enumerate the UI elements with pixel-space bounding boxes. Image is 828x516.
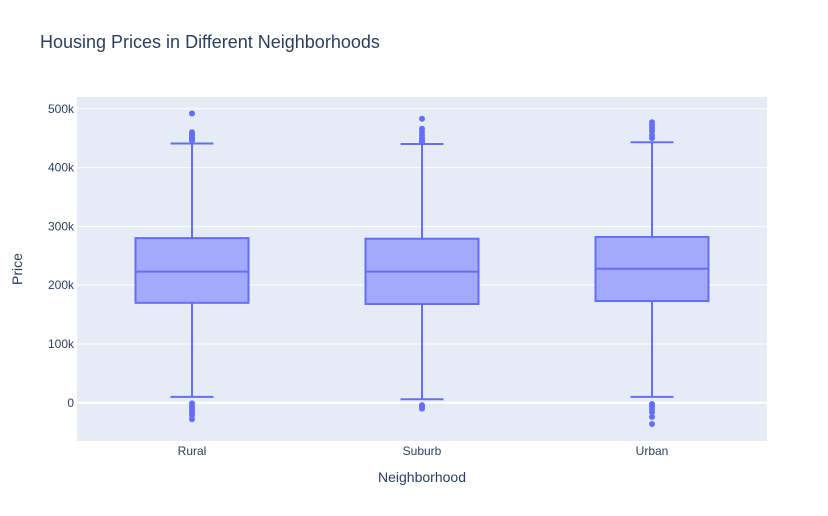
x-tick-label: Urban <box>636 444 669 458</box>
outlier-point <box>419 405 425 412</box>
outlier-point <box>649 128 655 135</box>
y-tick-labels: 0 100k 200k 300k 400k 500k <box>48 102 75 410</box>
outlier-point <box>189 412 195 419</box>
y-tick-label: 500k <box>48 102 75 116</box>
box-suburb <box>364 115 480 412</box>
outlier-point <box>189 416 195 423</box>
y-tick-label: 200k <box>48 278 75 292</box>
y-tick-label: 300k <box>48 219 75 233</box>
x-tick-labels: Rural Suburb Urban <box>178 444 669 458</box>
box-rural <box>134 110 250 423</box>
x-tick-label: Rural <box>178 444 207 458</box>
y-tick-label: 100k <box>48 337 75 351</box>
outlier-point <box>189 110 195 117</box>
y-tick-label: 0 <box>67 396 74 410</box>
chart-title: Housing Prices in Different Neighborhood… <box>40 32 380 52</box>
boxes <box>134 110 710 427</box>
iqr-box <box>134 237 250 304</box>
box-urban <box>594 119 710 427</box>
outlier-point <box>419 139 425 146</box>
outlier-point <box>419 115 425 122</box>
outlier-point <box>649 409 655 416</box>
y-axis-title: Price <box>9 253 25 285</box>
outlier-point <box>189 137 195 144</box>
outlier-point <box>649 420 655 427</box>
x-axis-title: Neighborhood <box>378 469 466 485</box>
outlier-point <box>649 413 655 420</box>
outlier-point <box>649 135 655 142</box>
y-tick-label: 400k <box>48 161 75 175</box>
x-tick-label: Suburb <box>403 444 442 458</box>
